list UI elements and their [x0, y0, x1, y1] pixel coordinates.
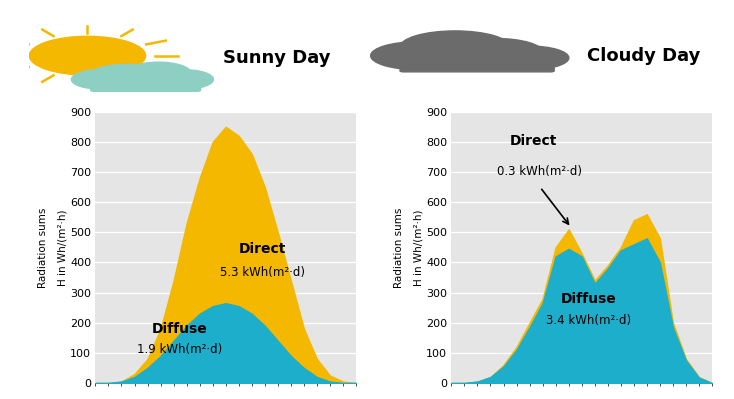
- Circle shape: [126, 62, 191, 84]
- Circle shape: [87, 64, 165, 90]
- Circle shape: [371, 42, 466, 70]
- Circle shape: [400, 31, 510, 63]
- Text: 1.9 kWh(m²·d): 1.9 kWh(m²·d): [137, 343, 222, 356]
- Text: Direct: Direct: [510, 134, 557, 148]
- Text: 5.3 kWh(m²·d): 5.3 kWh(m²·d): [219, 266, 305, 279]
- Circle shape: [488, 46, 569, 70]
- FancyBboxPatch shape: [91, 76, 200, 91]
- Y-axis label: H in Wh/(m²·h): H in Wh/(m²·h): [413, 209, 424, 286]
- Y-axis label: H in Wh/(m²·h): H in Wh/(m²·h): [57, 209, 68, 286]
- Text: Direct: Direct: [239, 243, 286, 257]
- Text: Radiation sums: Radiation sums: [38, 207, 48, 288]
- Text: Sunny Day: Sunny Day: [223, 49, 330, 67]
- Circle shape: [29, 36, 145, 75]
- Circle shape: [448, 38, 543, 67]
- FancyBboxPatch shape: [400, 53, 554, 72]
- Circle shape: [156, 70, 214, 89]
- Text: Diffuse: Diffuse: [152, 322, 208, 336]
- Text: 0.3 kWh(m²·d): 0.3 kWh(m²·d): [497, 165, 582, 178]
- Text: Cloudy Day: Cloudy Day: [587, 47, 700, 65]
- Circle shape: [71, 70, 129, 89]
- Text: 3.4 kWh(m²·d): 3.4 kWh(m²·d): [545, 314, 631, 327]
- Text: Diffuse: Diffuse: [560, 292, 616, 306]
- Text: Radiation sums: Radiation sums: [394, 207, 404, 288]
